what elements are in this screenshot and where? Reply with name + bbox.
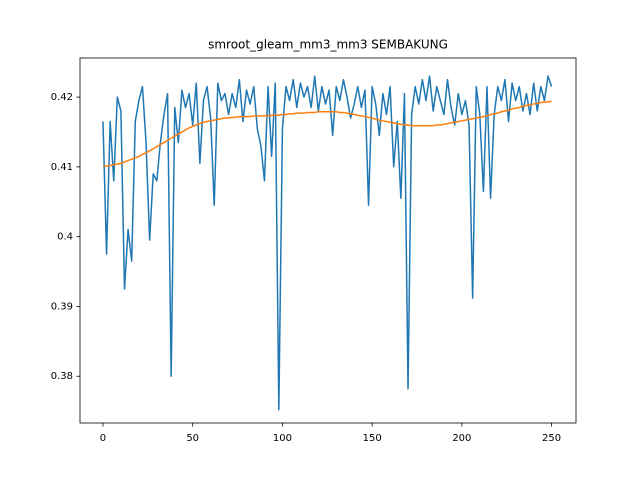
y-tick-label: 0.4 — [57, 232, 73, 243]
x-tick-label: 50 — [186, 433, 199, 444]
y-tick-label: 0.41 — [51, 162, 73, 173]
y-tick-label: 0.38 — [51, 371, 73, 382]
x-tick-label: 150 — [363, 433, 382, 444]
chart-title: smroot_gleam_mm3_mm3 SEMBAKUNG — [208, 38, 448, 52]
x-tick-label: 250 — [542, 433, 561, 444]
x-tick-label: 0 — [100, 433, 106, 444]
line-series — [102, 75, 553, 411]
x-tick-label: 100 — [273, 433, 292, 444]
y-tick-label: 0.39 — [51, 301, 73, 312]
line-series — [102, 100, 552, 167]
plot-frame — [79, 57, 577, 424]
y-tick-label: 0.42 — [51, 92, 73, 103]
x-tick-label: 200 — [452, 433, 471, 444]
